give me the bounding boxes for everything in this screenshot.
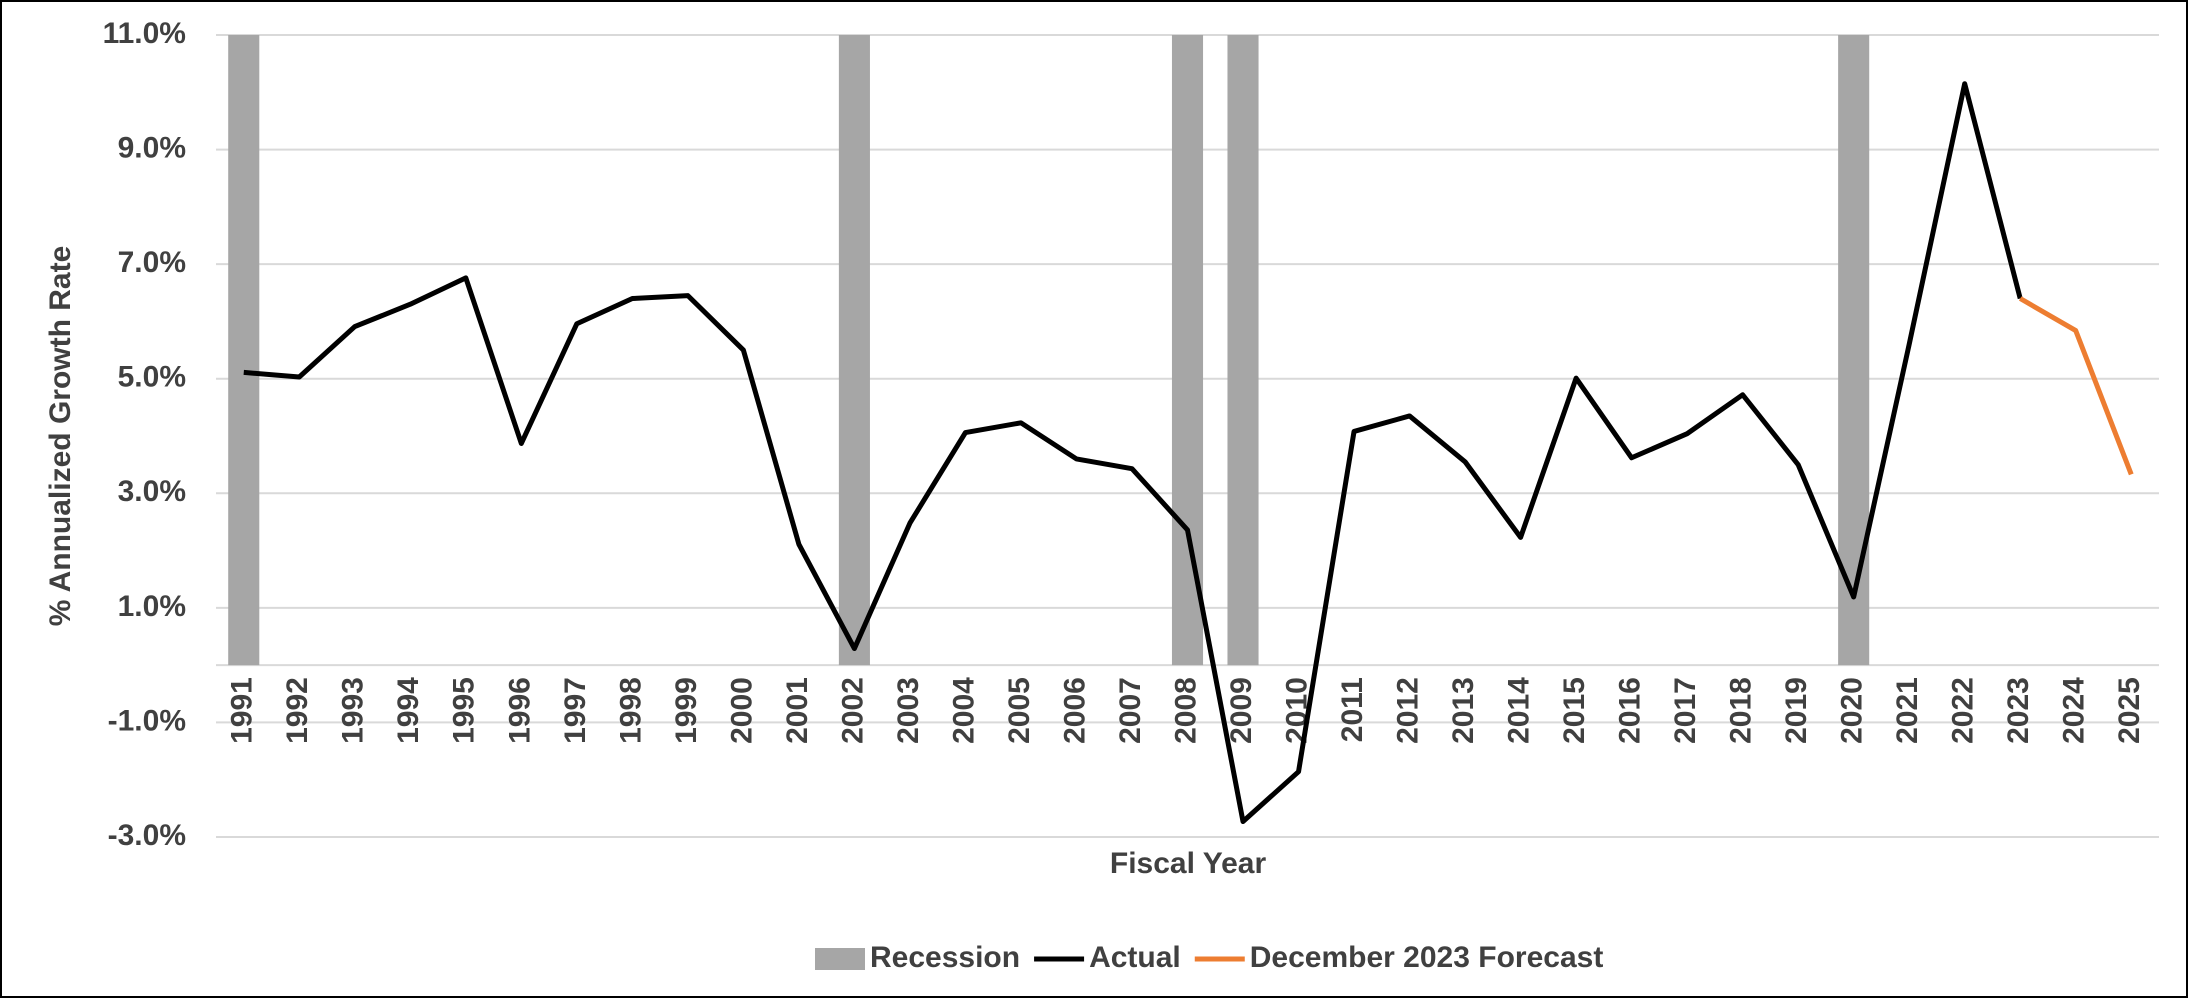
y-tick-label: 5.0% [118, 361, 186, 394]
x-tick-label: 2025 [2113, 677, 2146, 744]
x-axis-title: Fiscal Year [1110, 847, 1267, 880]
y-tick-label: 11.0% [103, 17, 186, 50]
y-tick-label: -3.0% [108, 819, 186, 852]
x-tick-label: 2004 [947, 677, 980, 744]
y-tick-label: 9.0% [118, 131, 186, 164]
x-tick-label: 2005 [1003, 677, 1036, 744]
recession-bar [838, 35, 870, 666]
recession-bar [1227, 35, 1259, 666]
y-tick-label: 7.0% [118, 246, 186, 279]
x-tick-label: 1995 [448, 677, 481, 744]
legend-swatch [815, 948, 865, 970]
x-tick-label: 1994 [392, 677, 425, 744]
x-tick-label: 2015 [1558, 677, 1591, 744]
x-tick-label: 2003 [892, 677, 925, 744]
x-tick-label: 2013 [1447, 677, 1480, 744]
x-tick-label: 2019 [1780, 677, 1813, 744]
x-tick-label: 2016 [1614, 677, 1647, 744]
x-tick-label: 2022 [1947, 677, 1980, 744]
x-tick-label: 1991 [226, 677, 259, 744]
recession-bar [228, 35, 260, 666]
x-tick-label: 2021 [1891, 677, 1924, 744]
x-tick-label: 2009 [1225, 677, 1258, 744]
x-tick-label: 2007 [1114, 677, 1147, 744]
x-tick-label: 2000 [725, 677, 758, 744]
recession-bar [1171, 35, 1204, 666]
legend-label: December 2023 Forecast [1250, 941, 1604, 974]
x-tick-label: 2017 [1669, 677, 1702, 744]
x-tick-label: 2011 [1336, 677, 1369, 742]
x-tick-label: 2002 [836, 677, 869, 744]
x-tick-label: 2014 [1503, 677, 1536, 744]
y-tick-label: 3.0% [118, 475, 186, 508]
y-tick-label: 1.0% [118, 590, 186, 623]
y-tick-label: -1.0% [108, 704, 186, 737]
y-axis-title: % Annualized Growth Rate [44, 246, 77, 627]
series-line [2018, 296, 2134, 476]
x-tick-label: 2018 [1725, 677, 1758, 744]
x-tick-label: 2008 [1169, 677, 1202, 744]
x-tick-label: 2023 [2002, 677, 2035, 744]
legend-label: Actual [1089, 941, 1181, 974]
x-tick-label: 2001 [781, 677, 814, 744]
x-tick-label: 1998 [614, 677, 647, 744]
x-tick-label: 2024 [2058, 677, 2091, 744]
legend-label: Recession [870, 941, 1020, 974]
x-tick-label: 1992 [281, 677, 314, 744]
x-tick-label: 1999 [670, 677, 703, 744]
x-tick-label: 1993 [337, 677, 370, 744]
x-tick-label: 2012 [1391, 677, 1424, 744]
x-tick-label: 1996 [503, 677, 536, 744]
x-tick-label: 1997 [559, 677, 592, 744]
x-tick-label: 2020 [1836, 677, 1869, 744]
series-line [243, 81, 2023, 825]
x-tick-label: 2006 [1058, 677, 1091, 744]
